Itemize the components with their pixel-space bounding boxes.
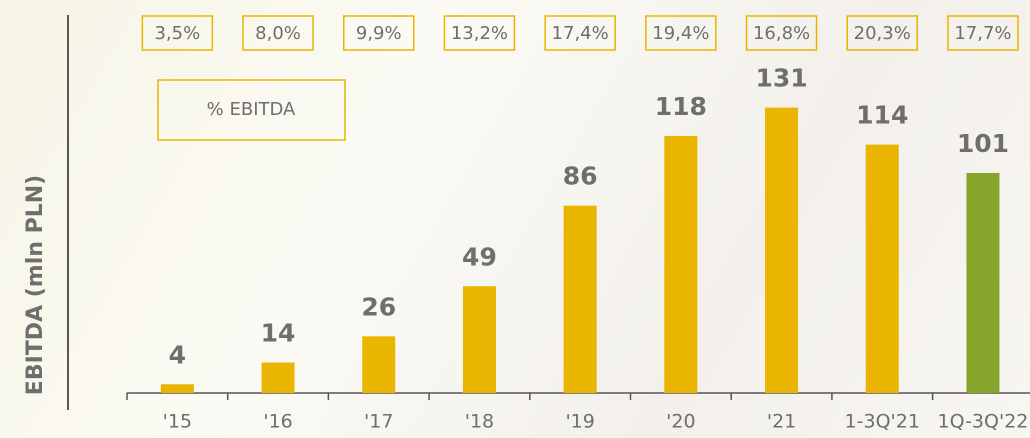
x-tick-label: '15: [163, 411, 192, 433]
margin-label: 19,4%: [652, 23, 709, 44]
x-tick-label: '18: [465, 411, 494, 433]
margin-label: 3,5%: [154, 23, 200, 44]
x-tick-label: '20: [666, 411, 695, 433]
bar: [664, 135, 698, 393]
legend-box: [157, 79, 346, 141]
margin-box: [745, 15, 818, 51]
x-tick-label: 1Q-3Q'22: [938, 411, 1029, 433]
x-tick-label: 1-3Q'21: [845, 411, 920, 433]
value-label: 114: [856, 101, 908, 130]
margin-box: [846, 15, 918, 51]
value-label: 49: [462, 242, 497, 271]
margin-box: [141, 15, 214, 51]
value-label: 4: [169, 340, 186, 369]
margin-label: 17,4%: [552, 23, 609, 44]
bar: [563, 205, 597, 393]
margin-box: [242, 15, 314, 51]
margin-label: 20,3%: [854, 23, 911, 44]
value-label: 14: [261, 319, 296, 348]
x-tick-label: '19: [565, 411, 594, 433]
bar: [362, 336, 396, 393]
margin-box: [343, 15, 415, 51]
margin-label: 8,0%: [255, 23, 301, 44]
value-label: 26: [361, 292, 396, 321]
bar: [865, 144, 899, 393]
value-label: 101: [957, 129, 1009, 158]
bar: [462, 286, 496, 393]
margin-label: 9,9%: [356, 23, 402, 44]
x-tick-label: '16: [263, 411, 292, 433]
margin-label: 16,8%: [753, 23, 810, 44]
x-tick-label: '17: [364, 411, 393, 433]
margin-box: [947, 15, 1019, 51]
x-tick-label: '21: [767, 411, 796, 433]
legend-label: % EBITDA: [207, 99, 296, 120]
margin-box: [544, 15, 616, 51]
y-axis-label: EBITDA (mln PLN): [23, 175, 48, 395]
bar: [261, 362, 295, 393]
value-label: 131: [755, 64, 807, 93]
bar: [765, 107, 799, 393]
value-label: 118: [655, 92, 707, 121]
bar: [160, 384, 194, 393]
bar: [966, 172, 1000, 393]
value-label: 86: [563, 162, 598, 191]
margin-box: [443, 15, 516, 51]
margin-label: 13,2%: [451, 23, 508, 44]
margin-label: 17,7%: [954, 23, 1011, 44]
margin-box: [645, 15, 717, 51]
